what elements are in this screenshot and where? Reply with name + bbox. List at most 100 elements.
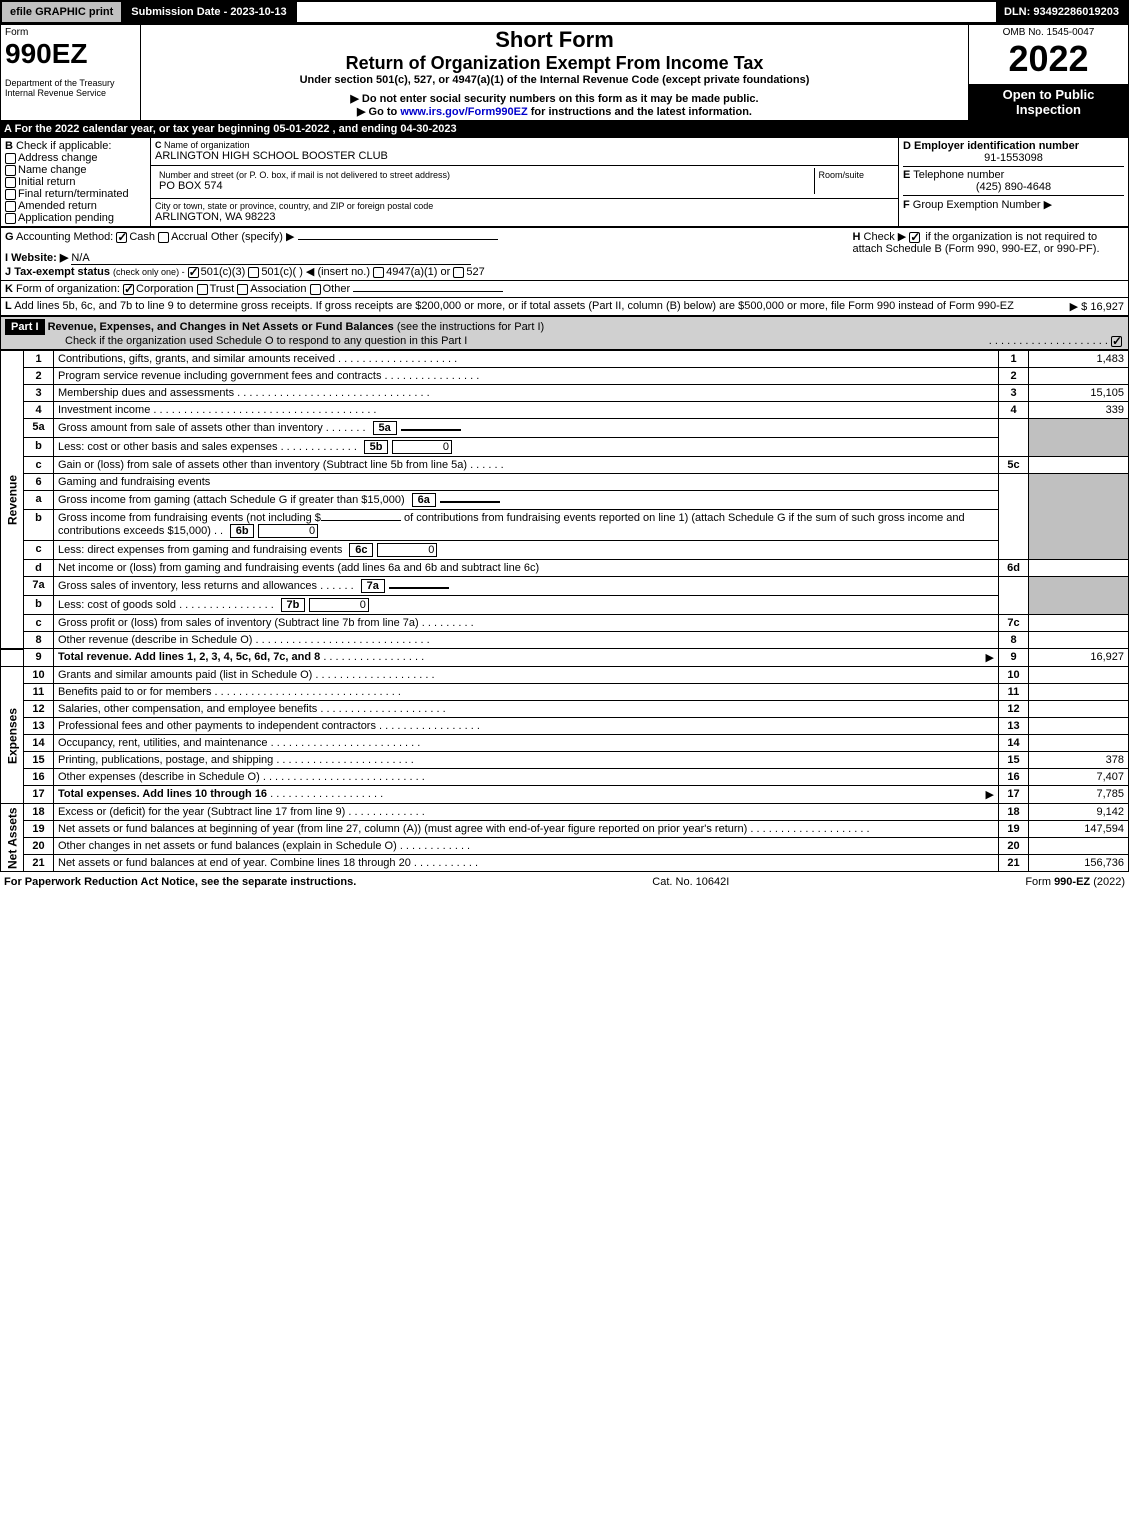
irs-label: Internal Revenue Service: [5, 88, 136, 98]
desc-6b-text1: Gross income from fundraising events (no…: [58, 512, 321, 524]
k-other-line: [353, 291, 503, 292]
ln-6d: d: [24, 560, 54, 577]
c-name-label: C Name of organization: [155, 140, 894, 150]
ln-2: 2: [24, 368, 54, 385]
box-6b: 6b: [230, 524, 254, 538]
section-j: J Tax-exempt status (check only one) - 5…: [5, 265, 845, 278]
b-opt-2: Initial return: [18, 176, 75, 188]
b-name-change: Name change: [5, 164, 146, 176]
goto-note: ▶ Go to www.irs.gov/Form990EZ for instru…: [145, 105, 964, 118]
checkbox-amended[interactable]: [5, 201, 16, 212]
ln-9: 9: [24, 649, 54, 667]
shadeval-5: [1029, 419, 1129, 457]
desc-7b: Less: cost of goods sold . . . . . . . .…: [54, 596, 999, 615]
desc-19-text: Net assets or fund balances at beginning…: [58, 823, 747, 835]
box-6c: 6c: [349, 543, 373, 557]
desc-14-text: Occupancy, rent, utilities, and maintena…: [58, 737, 268, 749]
desc-6: Gaming and fundraising events: [54, 474, 999, 491]
form-number: 990EZ: [5, 38, 136, 70]
d-label: Employer identification number: [914, 140, 1079, 152]
val-8: [1029, 632, 1129, 649]
checkbox-final[interactable]: [5, 189, 16, 200]
desc-7b-text: Less: cost of goods sold: [58, 599, 176, 611]
val-21: 156,736: [1029, 855, 1129, 872]
checkbox-cash[interactable]: [116, 232, 127, 243]
desc-8: Other revenue (describe in Schedule O) .…: [54, 632, 999, 649]
ln-4: 4: [24, 402, 54, 419]
desc-9-text: Total revenue. Add lines 1, 2, 3, 4, 5c,…: [58, 651, 320, 663]
letter-b: B: [5, 140, 13, 152]
part1-badge: Part I: [5, 319, 45, 335]
checkbox-501c[interactable]: [248, 267, 259, 278]
desc-16: Other expenses (describe in Schedule O) …: [54, 769, 999, 786]
ln-12: 12: [24, 701, 54, 718]
boxval-6a: [440, 501, 500, 503]
checkbox-accrual[interactable]: [158, 232, 169, 243]
letter-j: J: [5, 266, 11, 278]
box-5b: 5b: [364, 440, 388, 454]
num-13: 13: [999, 718, 1029, 735]
val-12: [1029, 701, 1129, 718]
dln-label: DLN: 93492286019203: [996, 2, 1127, 22]
desc-12-text: Salaries, other compensation, and employ…: [58, 703, 317, 715]
shadeval-6: [1029, 474, 1129, 560]
b-label: Check if applicable:: [16, 140, 111, 152]
city-value: ARLINGTON, WA 98223: [155, 211, 894, 223]
e-label: Telephone number: [913, 169, 1004, 181]
part1-title: Revenue, Expenses, and Changes in Net As…: [48, 321, 394, 333]
ln-17: 17: [24, 786, 54, 804]
lines-table: Revenue 1 Contributions, gifts, grants, …: [0, 350, 1129, 872]
num-2: 2: [999, 368, 1029, 385]
b-opt-5: Application pending: [18, 212, 114, 224]
phone-value: (425) 890-4648: [903, 181, 1124, 193]
checkbox-corp[interactable]: [123, 284, 134, 295]
desc-6b: Gross income from fundraising events (no…: [54, 510, 999, 541]
street-label: Number and street (or P. O. box, if mail…: [159, 170, 810, 180]
val-5c: [1029, 457, 1129, 474]
ln-10: 10: [24, 667, 54, 684]
checkbox-4947[interactable]: [373, 267, 384, 278]
b-opt-3: Final return/terminated: [18, 188, 129, 200]
desc-5a: Gross amount from sale of assets other t…: [54, 419, 999, 438]
checkbox-schedule-o[interactable]: [1111, 336, 1122, 347]
desc-8-text: Other revenue (describe in Schedule O): [58, 634, 252, 646]
ln-13: 13: [24, 718, 54, 735]
checkbox-assoc[interactable]: [237, 284, 248, 295]
checkbox-name[interactable]: [5, 165, 16, 176]
k-opt-1: Trust: [210, 283, 235, 295]
num-11: 11: [999, 684, 1029, 701]
val-7c: [1029, 615, 1129, 632]
checkbox-initial[interactable]: [5, 177, 16, 188]
checkbox-address[interactable]: [5, 153, 16, 164]
boxval-6b: 0: [258, 524, 318, 538]
num-19: 19: [999, 821, 1029, 838]
val-20: [1029, 838, 1129, 855]
checkbox-other-org[interactable]: [310, 284, 321, 295]
num-8: 8: [999, 632, 1029, 649]
desc-11-text: Benefits paid to or for members: [58, 686, 211, 698]
desc-20-text: Other changes in net assets or fund bala…: [58, 840, 397, 852]
open-to-public: Open to Public Inspection: [969, 84, 1129, 120]
checkbox-527[interactable]: [453, 267, 464, 278]
efile-print-button[interactable]: efile GRAPHIC print: [2, 2, 123, 22]
ln-5b: b: [24, 438, 54, 457]
goto-suffix: for instructions and the latest informat…: [528, 106, 752, 118]
checkbox-h[interactable]: [909, 232, 920, 243]
letter-a: A: [4, 123, 12, 135]
section-f: F Group Exemption Number ▶: [903, 195, 1124, 211]
checkbox-trust[interactable]: [197, 284, 208, 295]
irs-link[interactable]: www.irs.gov/Form990EZ: [400, 106, 527, 118]
section-a-text: For the 2022 calendar year, or tax year …: [15, 123, 457, 135]
dept-treasury: Department of the Treasury: [5, 78, 136, 88]
section-g: G Accounting Method: Cash Accrual Other …: [5, 230, 845, 243]
num-10: 10: [999, 667, 1029, 684]
g-label: Accounting Method:: [16, 231, 113, 243]
checkbox-pending[interactable]: [5, 213, 16, 224]
f-label: Group Exemption Number: [913, 199, 1041, 211]
b-final: Final return/terminated: [5, 188, 146, 200]
desc-2: Program service revenue including govern…: [54, 368, 999, 385]
submission-date-button[interactable]: Submission Date - 2023-10-13: [123, 2, 296, 22]
checkbox-501c3[interactable]: [188, 267, 199, 278]
part1-check-line: Check if the organization used Schedule …: [5, 335, 467, 347]
g-accrual: Accrual: [171, 231, 208, 243]
